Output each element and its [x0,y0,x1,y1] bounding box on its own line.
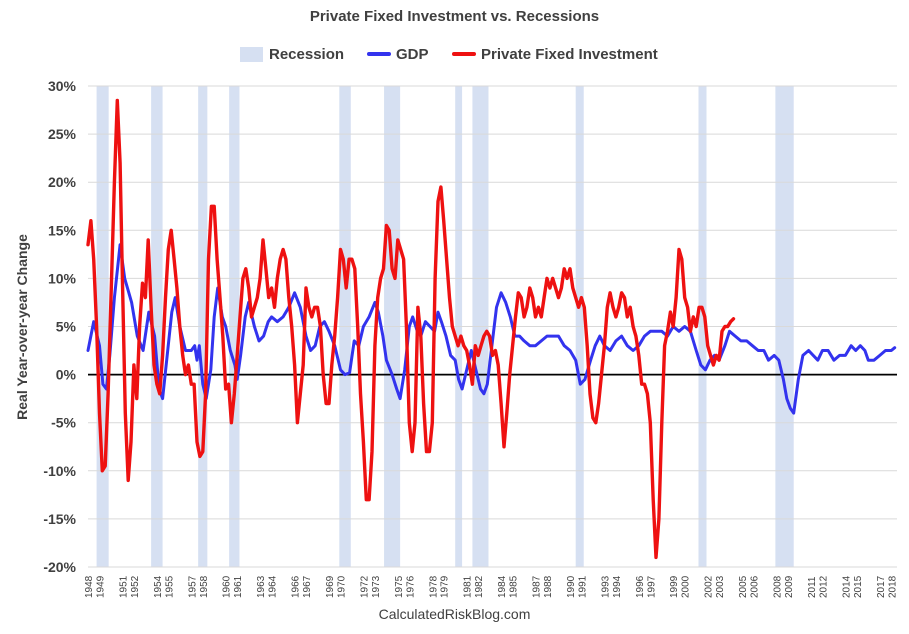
legend-item-investment: Private Fixed Investment [452,44,658,64]
y-axis-title: Real Year-over-year Change [14,234,30,420]
x-tick-label: 1951 [118,575,129,598]
x-tick-label: 1957 [187,575,198,598]
y-tick-label: 0% [56,367,77,383]
x-tick-label: 1970 [336,575,347,598]
x-tick-label: 1996 [635,575,646,598]
y-gridlines [88,85,897,568]
x-tick-label: 1979 [440,575,451,598]
x-tick-label: 2009 [784,575,795,598]
x-tick-label: 1993 [600,575,611,598]
chart-plot: -20%-15%-10%-5%0%5%10%15%20%25%30% 1948 1… [14,78,898,598]
x-tick-label: 2014 [841,575,852,598]
legend-item-gdp: GDP [367,44,429,64]
x-tick-label: 2012 [818,575,829,598]
x-tick-label: 1981 [463,575,474,598]
x-tick-label: 1963 [256,575,267,598]
y-tick-label: -5% [51,415,76,431]
x-tick-label: 1987 [532,575,543,598]
x-tick-label: 1991 [577,575,588,598]
chart-legend: Recession GDP Private Fixed Investment [0,44,909,64]
x-tick-label: 1973 [371,575,382,598]
x-axis-labels: 1948 1949 1951 1952 1954 1955 1957 1958 1960 1961… [84,575,898,598]
x-tick-label: 1982 [474,575,485,598]
gdp-series-line [86,243,897,415]
x-tick-label: 1961 [233,575,244,598]
legend-label-recession: Recession [269,45,345,63]
x-tick-label: 1967 [302,575,313,598]
x-tick-label: 1966 [291,575,302,598]
y-tick-label: 5% [56,319,77,335]
x-tick-label: 1958 [199,575,210,598]
series-lines [86,98,897,560]
x-tick-label: 1969 [325,575,336,598]
x-tick-label: 2018 [887,575,898,598]
y-tick-label: 20% [48,174,77,190]
x-tick-label: 1952 [130,575,141,598]
x-tick-label: 1976 [405,575,416,598]
x-tick-label: 2005 [738,575,749,598]
y-tick-label: -10% [43,463,76,479]
y-tick-label: 25% [48,126,77,142]
x-tick-label: 2006 [750,575,761,598]
x-tick-label: 1972 [359,575,370,598]
investment-series-line [86,98,736,560]
x-tick-label: 1954 [153,575,164,598]
x-tick-label: 1999 [669,575,680,598]
x-tick-label: 1955 [164,575,175,598]
x-tick-label: 1949 [95,575,106,598]
legend-label-gdp: GDP [396,45,429,63]
legend-item-recession: Recession [240,44,344,64]
y-tick-label: -20% [43,559,76,575]
x-tick-label: 1964 [268,575,279,598]
legend-label-investment: Private Fixed Investment [481,45,658,63]
x-tick-label: 2002 [704,575,715,598]
y-axis-labels: -20% -15% -10% -5% 0% 5% 10% 15% 20% 25% 30% [43,78,76,575]
x-tick-label: 2011 [807,576,818,598]
x-tick-label: 2000 [681,575,692,598]
x-tick-label: 1960 [222,575,233,598]
legend-swatch-investment [452,52,476,56]
x-tick-label: 1984 [497,575,508,598]
chart-title: Private Fixed Investment vs. Recessions [309,8,600,25]
x-tick-label: 2003 [715,575,726,598]
x-tick-label: 1990 [566,575,577,598]
y-tick-label: 30% [48,78,77,94]
x-tick-label: 2015 [853,575,864,598]
x-tick-label: 1985 [509,575,520,598]
x-tick-label: 1978 [428,575,439,598]
x-tick-label: 1988 [543,575,554,598]
source-credit: CalculatedRiskBlog.com [378,606,531,622]
x-tick-label: 1994 [612,575,623,598]
y-tick-label: 15% [48,222,77,238]
legend-swatch-recession [240,46,263,62]
x-tick-label: 1975 [394,575,405,598]
y-tick-label: 10% [48,270,77,286]
x-tick-label: 2017 [876,575,887,598]
legend-swatch-gdp [367,52,391,56]
y-tick-label: -15% [43,511,76,527]
x-tick-label: 1948 [84,575,95,598]
x-tick-label: 1997 [646,575,657,598]
x-tick-label: 2008 [773,575,784,598]
